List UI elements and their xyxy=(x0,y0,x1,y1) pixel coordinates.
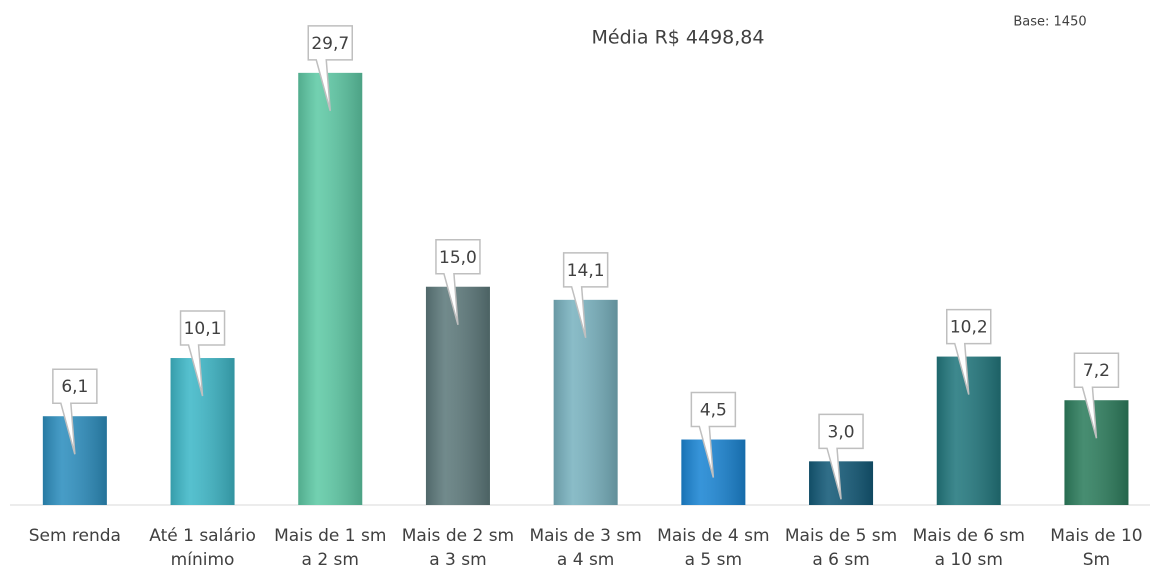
bar-shine xyxy=(42,416,107,505)
bar-shine xyxy=(298,72,363,506)
value-label: 7,2 xyxy=(1083,361,1110,381)
callout xyxy=(179,310,226,397)
x-tick-label: Mais de 4 sm a 5 sm xyxy=(657,526,770,570)
value-label: 3,0 xyxy=(828,422,855,442)
value-label: 29,7 xyxy=(311,34,349,54)
bar-shine xyxy=(1064,400,1129,505)
chart-title: Média R$ 4498,84 xyxy=(591,27,764,49)
callout xyxy=(1073,352,1120,439)
callout xyxy=(562,252,609,339)
x-tick-label: Mais de 6 sm a 10 sm xyxy=(912,526,1025,570)
base-note: Base: 1450 xyxy=(1013,15,1086,30)
x-tick-label: Mais de 2 sm a 3 sm xyxy=(401,526,515,570)
value-label: 6,1 xyxy=(61,377,88,397)
x-tick-label: Até 1 salário mínimo xyxy=(149,526,256,570)
x-tick-label: Mais de 1 sm a 2 sm xyxy=(274,526,387,570)
value-label: 4,5 xyxy=(700,401,727,421)
value-label: 10,2 xyxy=(950,318,988,338)
x-tick-label: Mais de 5 sm a 6 sm xyxy=(784,526,898,570)
callout xyxy=(946,308,992,395)
bar-shine xyxy=(170,358,235,505)
callout xyxy=(690,391,737,478)
x-tick-label: Mais de 10 Sm xyxy=(1050,526,1143,570)
x-tick-label: Mais de 3 sm a 4 sm xyxy=(529,526,642,570)
callout xyxy=(307,25,353,112)
x-tick-label: Sem renda xyxy=(28,526,121,546)
callout xyxy=(818,413,864,500)
value-label: 14,1 xyxy=(567,261,605,281)
value-label: 15,0 xyxy=(439,248,477,268)
bar-shine xyxy=(936,356,1001,505)
callout xyxy=(435,239,481,325)
callout xyxy=(52,368,98,455)
value-label: 10,1 xyxy=(184,319,222,339)
